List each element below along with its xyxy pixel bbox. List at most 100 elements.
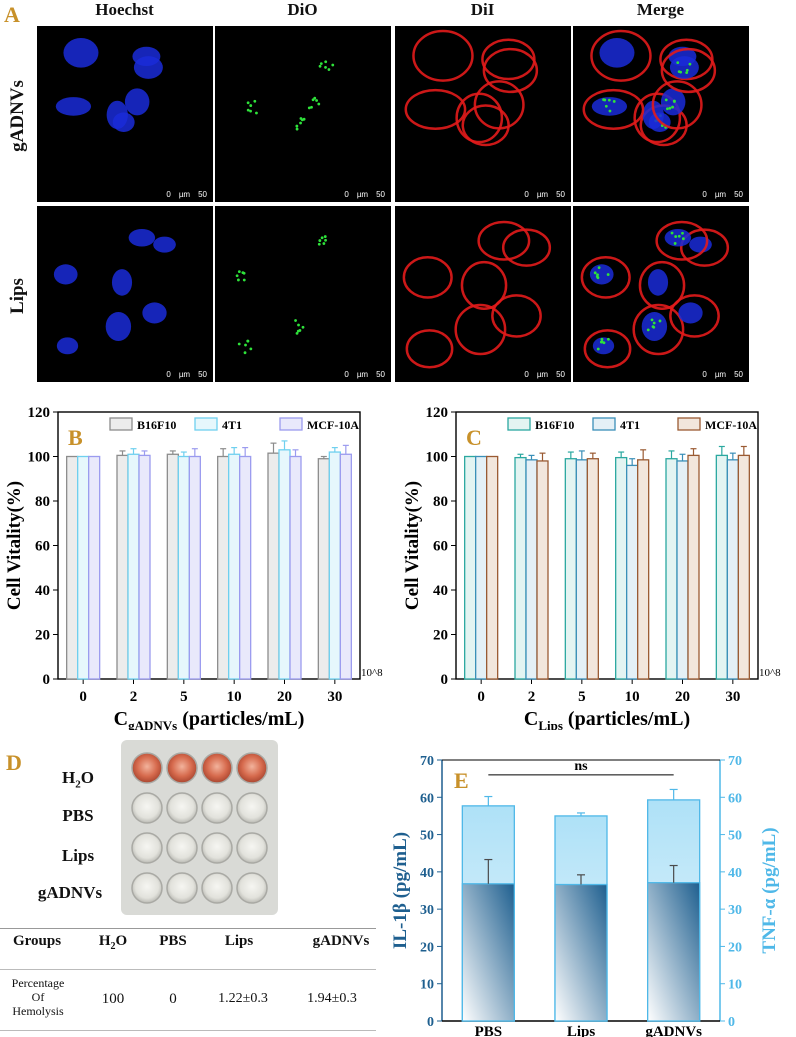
vesicle-dot	[688, 62, 692, 66]
bar-B16F10	[564, 458, 577, 680]
vesicle-dot	[666, 107, 669, 111]
table-header-h2o: H2O	[98, 933, 128, 952]
bar-MCF-10A	[188, 455, 201, 680]
bar-il-1beta	[461, 883, 515, 1022]
bar-B16F10	[267, 452, 280, 680]
x-axis-label-subscript: Lips	[538, 718, 563, 730]
well-PBS	[201, 792, 233, 824]
x-multiplier: 10^8	[759, 667, 781, 679]
membrane	[455, 92, 504, 144]
nucleus	[592, 337, 615, 355]
vesicle-dot	[294, 319, 297, 322]
vesicle-dot	[677, 234, 681, 238]
table-header-pbs: PBS	[159, 933, 187, 949]
bar-MCF-10A	[339, 453, 352, 680]
vesicle-dot	[235, 274, 239, 278]
membrane	[473, 80, 525, 130]
vesicle-dot	[249, 104, 253, 107]
y-tick-label-left: 0	[427, 1015, 434, 1030]
vesicle-dot	[295, 331, 299, 335]
x-axis-label-unit: (particles/mL)	[177, 708, 304, 730]
legend-label: MCF-10A	[705, 418, 757, 432]
column-header-hoechst: Hoechst	[95, 0, 154, 19]
micrograph-gadnvs-dii: 0 µm 50	[395, 26, 571, 202]
membrane	[651, 80, 703, 130]
y-tick-label: 80	[35, 494, 50, 510]
table-bottom-rule	[0, 1030, 376, 1031]
membrane	[454, 303, 507, 356]
vesicle-dot	[607, 98, 611, 102]
micrograph-gadnvs-hoechst: 0 µm 50	[37, 26, 213, 202]
vesicle-dot	[322, 242, 326, 245]
vesicle-dot	[324, 60, 328, 64]
well-gADNVs	[131, 872, 163, 904]
vesicle-dot	[297, 323, 300, 327]
y-tick-label-left: 60	[420, 791, 434, 806]
vesicle-dot	[242, 271, 246, 275]
vesicle-dot	[658, 319, 662, 323]
vesicle-dot	[253, 99, 257, 103]
bar-4T1	[726, 459, 739, 680]
table-row-label: Percentage Of Hemolysis	[11, 976, 65, 1018]
y-axis-label: Cell Vitality(%)	[4, 481, 25, 610]
well-H2O	[236, 752, 268, 784]
legend-swatch	[194, 417, 218, 431]
well-H2O	[201, 752, 233, 784]
vesicle-dot	[606, 273, 610, 276]
well-label-lips: Lips	[61, 846, 95, 865]
legend-label: B16F10	[535, 418, 574, 432]
vesicle-dot	[676, 61, 680, 65]
well-gADNVs	[201, 872, 233, 904]
x-tick-label: 2	[130, 689, 138, 705]
x-tick-label: PBS	[475, 1024, 503, 1037]
vesicle-dot	[295, 127, 299, 131]
membrane	[491, 294, 542, 338]
y-tick-label-left: 70	[420, 754, 434, 769]
bar-4T1	[228, 453, 241, 680]
panel-letter: B	[68, 425, 83, 450]
bar-B16F10	[715, 454, 728, 680]
scale-bar-label: 0 µm 50	[344, 190, 385, 199]
vesicle-dot	[318, 64, 322, 68]
y-tick-label-right: 0	[728, 1015, 735, 1030]
vesicle-dot	[685, 71, 689, 75]
table-header-lips: Lips	[224, 933, 254, 949]
x-tick-label: gADNVs	[645, 1024, 702, 1037]
x-tick-label: 20	[277, 689, 292, 705]
nucleus	[124, 88, 150, 116]
micrograph-drawing	[235, 235, 327, 355]
vesicle-dot	[323, 235, 327, 238]
well-PBS	[166, 792, 198, 824]
vesicle-dot	[324, 66, 327, 69]
y-tick-label: 40	[433, 583, 448, 599]
legend-swatch	[507, 417, 531, 431]
membrane	[482, 47, 539, 94]
membrane	[655, 220, 709, 261]
membrane	[638, 260, 686, 310]
panel-letter: C	[466, 425, 482, 450]
vesicle-dot	[668, 106, 672, 110]
bar-4T1	[328, 451, 341, 680]
y-tick-label-left: 50	[420, 829, 434, 844]
membrane	[481, 38, 536, 81]
bar-4T1	[77, 455, 90, 680]
nucleus	[589, 264, 614, 285]
nucleus	[55, 97, 92, 116]
bar-B16F10	[464, 455, 477, 680]
well-PBS	[131, 792, 163, 824]
column-header-dii: DiI	[470, 0, 495, 19]
bar-B16F10	[66, 455, 79, 680]
y-tick-label: 0	[441, 672, 449, 688]
y-tick-label-right: 70	[728, 754, 742, 769]
bar-4T1	[575, 459, 588, 680]
vesicle-dot	[301, 325, 305, 329]
vesicle-dot	[599, 340, 603, 344]
micrograph-gadnvs-dio: 0 µm 50	[215, 26, 391, 202]
x-tick-label: 0	[477, 689, 485, 705]
vesicle-dot	[602, 341, 606, 345]
membrane	[590, 29, 652, 82]
y-tick-label-left: 40	[420, 866, 434, 881]
legend-swatch	[279, 417, 303, 431]
chart-e-cytokines: 0 0 10 10 20 20 30 30 40 40 50 50 60 60 70 70 PBS Lips gAD…	[390, 754, 780, 1037]
y-tick-label-right: 10	[728, 978, 742, 993]
